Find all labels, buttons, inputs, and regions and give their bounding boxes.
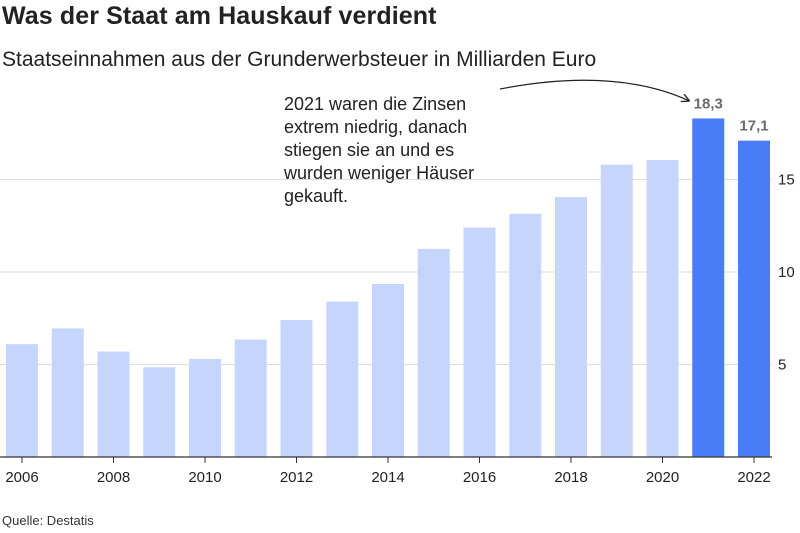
- bar-2016: [463, 227, 496, 457]
- x-tick-label-2014: 2014: [371, 469, 404, 486]
- annotation-arrow: [499, 79, 688, 100]
- x-axis: [0, 456, 772, 463]
- bar-2019: [600, 164, 633, 457]
- labels: 5 10 15 2006 2008 2010 2012 2014 2016 2018 2020 202…: [5, 95, 794, 486]
- x-tick-label-2010: 2010: [188, 469, 221, 486]
- bar-2008: [97, 351, 130, 457]
- x-tick-label-2020: 2020: [646, 469, 679, 486]
- x-tick-label-2006: 2006: [5, 469, 38, 486]
- data-label-2021: 18,3: [694, 95, 723, 112]
- x-tick-label-2008: 2008: [97, 469, 130, 486]
- bar-2014: [372, 284, 404, 457]
- annotation: 2021 waren die Zinsen extrem niedrig, dan…: [283, 79, 688, 206]
- bars: [6, 118, 770, 457]
- bar-2009: [143, 367, 176, 457]
- bar-2021: [692, 118, 725, 457]
- annotation-line-5: gekauft.: [284, 186, 348, 206]
- annotation-line-1: 2021 waren die Zinsen: [284, 94, 466, 114]
- bar-2007: [51, 328, 84, 457]
- y-tick-label-10: 10: [778, 264, 795, 281]
- bar-2015: [417, 248, 450, 457]
- source-note: Quelle: Destatis: [2, 513, 94, 528]
- x-tick-label-2016: 2016: [463, 469, 496, 486]
- chart-title: Was der Staat am Hauskauf verdient: [2, 2, 437, 30]
- bar-2010: [189, 358, 221, 457]
- bar-2018: [555, 197, 587, 457]
- x-tick-label-2022: 2022: [737, 469, 770, 486]
- y-tick-label-5: 5: [778, 357, 786, 374]
- x-tick-label-2012: 2012: [280, 469, 313, 486]
- bar-2011: [234, 339, 267, 457]
- annotation-line-3: stiegen sie an und es: [284, 140, 454, 160]
- bar-2006: [6, 344, 38, 457]
- annotation-line-4: wurden weniger Häuser: [283, 163, 474, 183]
- y-tick-label-15: 15: [778, 172, 795, 189]
- chart-subtitle: Staatseinnahmen aus der Grunderwerbsteue…: [2, 48, 597, 71]
- x-tick-label-2018: 2018: [554, 469, 587, 486]
- bar-2012: [280, 320, 313, 457]
- bar-2013: [326, 301, 359, 457]
- bar-2020: [646, 160, 679, 457]
- annotation-line-2: extrem niedrig, danach: [284, 117, 467, 137]
- bar-2017: [509, 213, 542, 457]
- bar-2022: [738, 140, 770, 457]
- data-label-2022: 17,1: [739, 118, 768, 135]
